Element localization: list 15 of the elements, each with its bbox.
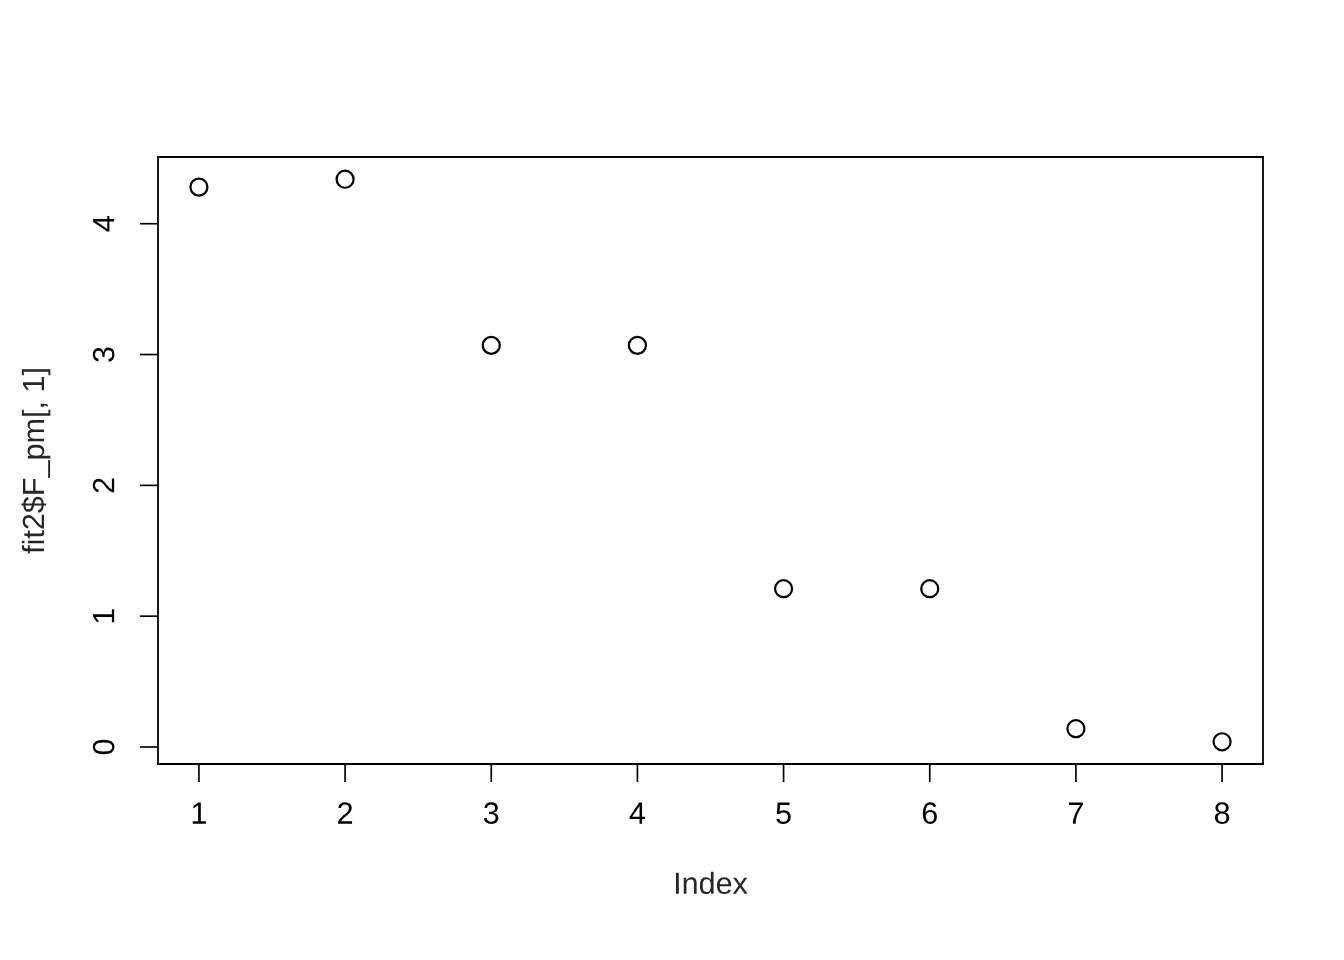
x-tick-label: 3 [483, 802, 499, 824]
y-tick-label: 2 [92, 478, 115, 493]
y-tick-label: 4 [93, 216, 115, 232]
y-axis-title: fit2$F_pm[, 1] [21, 369, 51, 554]
x-tick-label: 8 [1214, 802, 1230, 824]
x-tick-label: 2 [338, 802, 353, 824]
x-tick-label: 7 [1068, 802, 1083, 824]
x-tick-label: 1 [192, 802, 206, 824]
y-tick-label: 1 [93, 609, 115, 623]
x-axis-title: Index [675, 871, 748, 895]
x-tick-label: 5 [776, 802, 791, 824]
y-tick-label: 0 [92, 739, 115, 755]
y-tick-label: 3 [92, 347, 115, 362]
x-tick-label: 6 [922, 802, 937, 824]
x-tick-label: 4 [629, 802, 646, 824]
